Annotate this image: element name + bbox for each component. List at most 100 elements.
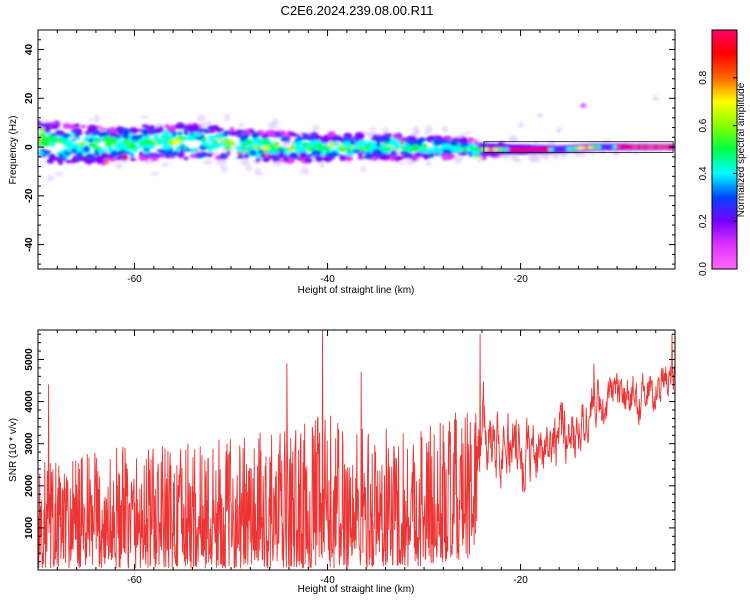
heatmap-band-blob (185, 135, 195, 141)
heatmap-band-blob (94, 155, 103, 163)
heatmap-band-blob (46, 135, 54, 143)
heatmap-band-blob (319, 152, 327, 156)
heatmap-band-blob (216, 128, 225, 132)
heatmap-band-blob (141, 144, 151, 149)
heatmap-band-blob (319, 145, 326, 150)
colorbar-tick-label: 0.4 (698, 166, 709, 180)
heatmap-band-blob (74, 134, 79, 138)
heatmap-band-blob (259, 153, 266, 158)
heatmap-halo-blob (149, 171, 160, 176)
heatmap-halo-blob (552, 153, 560, 160)
heatmap-halo-blob (369, 126, 377, 131)
heatmap-band-blob (407, 135, 417, 142)
heatmap-band-blob (217, 142, 223, 148)
heatmap-isolated-spot (652, 95, 659, 101)
heatmap-band-blob (105, 140, 113, 148)
heatmap-band-blob (40, 122, 51, 128)
heatmap-band-blob (183, 128, 188, 136)
heatmap-halo-blob (508, 135, 519, 143)
heatmap-band-blob (288, 131, 296, 136)
heatmap-band-blob (260, 145, 271, 150)
heatmap-halo-blob (441, 125, 448, 133)
heatmap-halo-blob (196, 114, 206, 123)
heatmap-isolated-spot (580, 103, 587, 109)
heatmap-band-blob (99, 127, 107, 131)
heatmap-band-blob (241, 142, 246, 149)
heatmap-band-blob (99, 131, 109, 137)
heatmap-band-blob (149, 143, 154, 149)
heatmap-band-blob (135, 145, 143, 149)
heatmap-band-blob (142, 147, 151, 152)
colorbar-ticks: 0.0 0.2 0.4 0.6 0.8 (698, 70, 737, 276)
heatmap-band-blob (267, 129, 276, 137)
heatmap-halo-blob (254, 171, 264, 176)
heatmap-halo-blob (454, 158, 461, 165)
heatmap-band-blob (44, 127, 51, 133)
heatmap-band-blob (344, 155, 354, 162)
heatmap-band-blob (407, 155, 413, 159)
heatmap-band-blob (228, 131, 238, 136)
heatmap-band-blob (80, 125, 87, 129)
heatmap-band-blob (206, 152, 214, 158)
heatmap-band-blob (337, 136, 344, 142)
heatmap-band-blob (84, 135, 90, 141)
heatmap-band-blob (457, 152, 467, 156)
heatmap-halo-blob (425, 125, 433, 134)
heatmap-halo-blob (115, 162, 123, 169)
snr-x-tick-label: -40 (320, 575, 335, 586)
heatmap-band-blob (444, 137, 451, 140)
heatmap-band-blob (122, 132, 130, 140)
heatmap-halo-blob (245, 163, 253, 172)
heatmap-band-blob (202, 137, 207, 143)
snr-y-tick-label: 4000 (24, 390, 35, 413)
heatmap-band-blob (150, 153, 157, 156)
heatmap-band-blob (129, 127, 138, 132)
heatmap-band-blob (368, 146, 373, 154)
heatmap-band-blob (49, 124, 59, 130)
heatmap-band-blob (399, 140, 404, 146)
heatmap-halo-blob (542, 152, 550, 160)
heatmap-band-blob (384, 135, 391, 143)
heatmap-halo-blob (632, 152, 641, 156)
heatmap-band-blob (223, 146, 232, 151)
heatmap-band-blob (155, 140, 164, 145)
heatmap-y-tick-label: 40 (24, 44, 35, 56)
colorbar-tick-label: 0.0 (698, 262, 709, 276)
heatmap-band-blob (447, 154, 456, 159)
heatmap-band-blob (162, 144, 172, 151)
heatmap-band-blob (466, 137, 475, 143)
snr-series-line (38, 330, 675, 569)
heatmap-isolated-spot (517, 122, 524, 128)
colorbar-tick-label: 0.2 (698, 214, 709, 228)
heatmap-band-blob (187, 125, 193, 132)
heatmap-band-blob (236, 155, 245, 159)
heatmap-band-blob (121, 128, 131, 134)
heatmap-halo-blob (411, 129, 421, 138)
heatmap-band-blob (242, 149, 247, 154)
heatmap-band-blob (141, 124, 150, 128)
heatmap-band-blob (171, 125, 176, 133)
heatmap-band-blob (354, 144, 359, 152)
heatmap-band-blob (138, 134, 144, 138)
heatmap-band-blob (339, 154, 347, 162)
heatmap-band-blob (296, 157, 304, 161)
heatmap-band-blob (82, 145, 90, 153)
heatmap-band-blob (65, 159, 71, 164)
heatmap-band-blob (388, 141, 397, 146)
heatmap-band-blob (154, 127, 164, 133)
heatmap-band-blob (320, 136, 330, 144)
heatmap-halo-blob (46, 175, 54, 182)
snr-frame (37, 329, 676, 571)
snr-y-tick-label: 3000 (24, 432, 35, 455)
heatmap-band-blob (123, 139, 128, 146)
heatmap-halo-blob (143, 159, 154, 164)
heatmap-band-blob (344, 143, 352, 147)
heatmap-band-blob (347, 146, 352, 152)
heatmap-band-blob (450, 147, 459, 153)
heatmap-band-blob (324, 146, 331, 153)
heatmap-x-tick-label: -60 (127, 274, 142, 285)
heatmap-band-blob (93, 138, 101, 143)
heatmap-halo-blob (220, 165, 228, 172)
heatmap-band-blob (85, 153, 96, 160)
heatmap-band-blob (333, 142, 341, 147)
